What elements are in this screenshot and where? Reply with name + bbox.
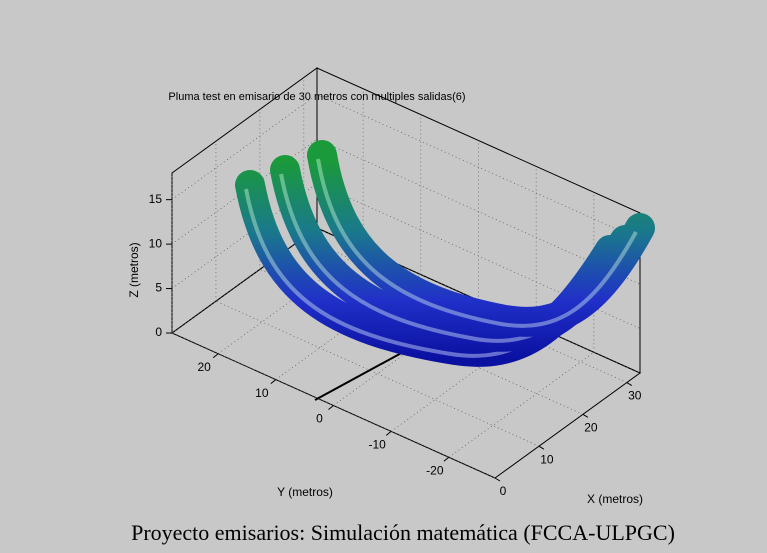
y-tick: [443, 456, 450, 462]
x-tick-label: 0: [500, 484, 507, 498]
y-tick-label: -20: [426, 463, 444, 477]
x-tick-label: 20: [584, 421, 598, 435]
x-tick: [494, 477, 501, 482]
y-axis-label: Y (metros): [277, 485, 333, 499]
y-tick-label: 20: [197, 360, 211, 374]
plume-highlight: [316, 158, 638, 328]
x-tick-label: 30: [628, 389, 642, 403]
y-tick: [270, 379, 277, 384]
labels: Pluma test en emisario de 30 metros con …: [127, 91, 675, 545]
caption: Proyecto emisarios: Simulación matemátic…: [131, 520, 675, 545]
x-axis-label: X (metros): [587, 492, 643, 506]
x-tick: [538, 445, 545, 450]
z-tick-label: 10: [149, 236, 163, 250]
z-tick-label: 5: [155, 281, 162, 295]
plumes: [235, 140, 655, 401]
y-tick: [212, 353, 219, 359]
chart-title: Pluma test en emisario de 30 metros con …: [168, 91, 465, 103]
z-axis-label: Z (metros): [127, 242, 141, 297]
x-tick: [626, 382, 633, 386]
y-tick-label: 0: [316, 412, 323, 426]
z-tick-label: 15: [149, 192, 163, 206]
y-tick: [328, 405, 334, 410]
x-tick-label: 10: [540, 452, 554, 466]
y-tick-label: 10: [255, 386, 269, 400]
z-tick-label: 0: [155, 325, 162, 339]
y-tick: [385, 431, 392, 436]
x-tick: [582, 413, 589, 418]
ticks: 0 10 20 30 -20 -10 0 10 20 0 5 10 15: [149, 192, 642, 498]
side-pane: [316, 67, 641, 374]
y-tick-label: -10: [369, 438, 387, 452]
